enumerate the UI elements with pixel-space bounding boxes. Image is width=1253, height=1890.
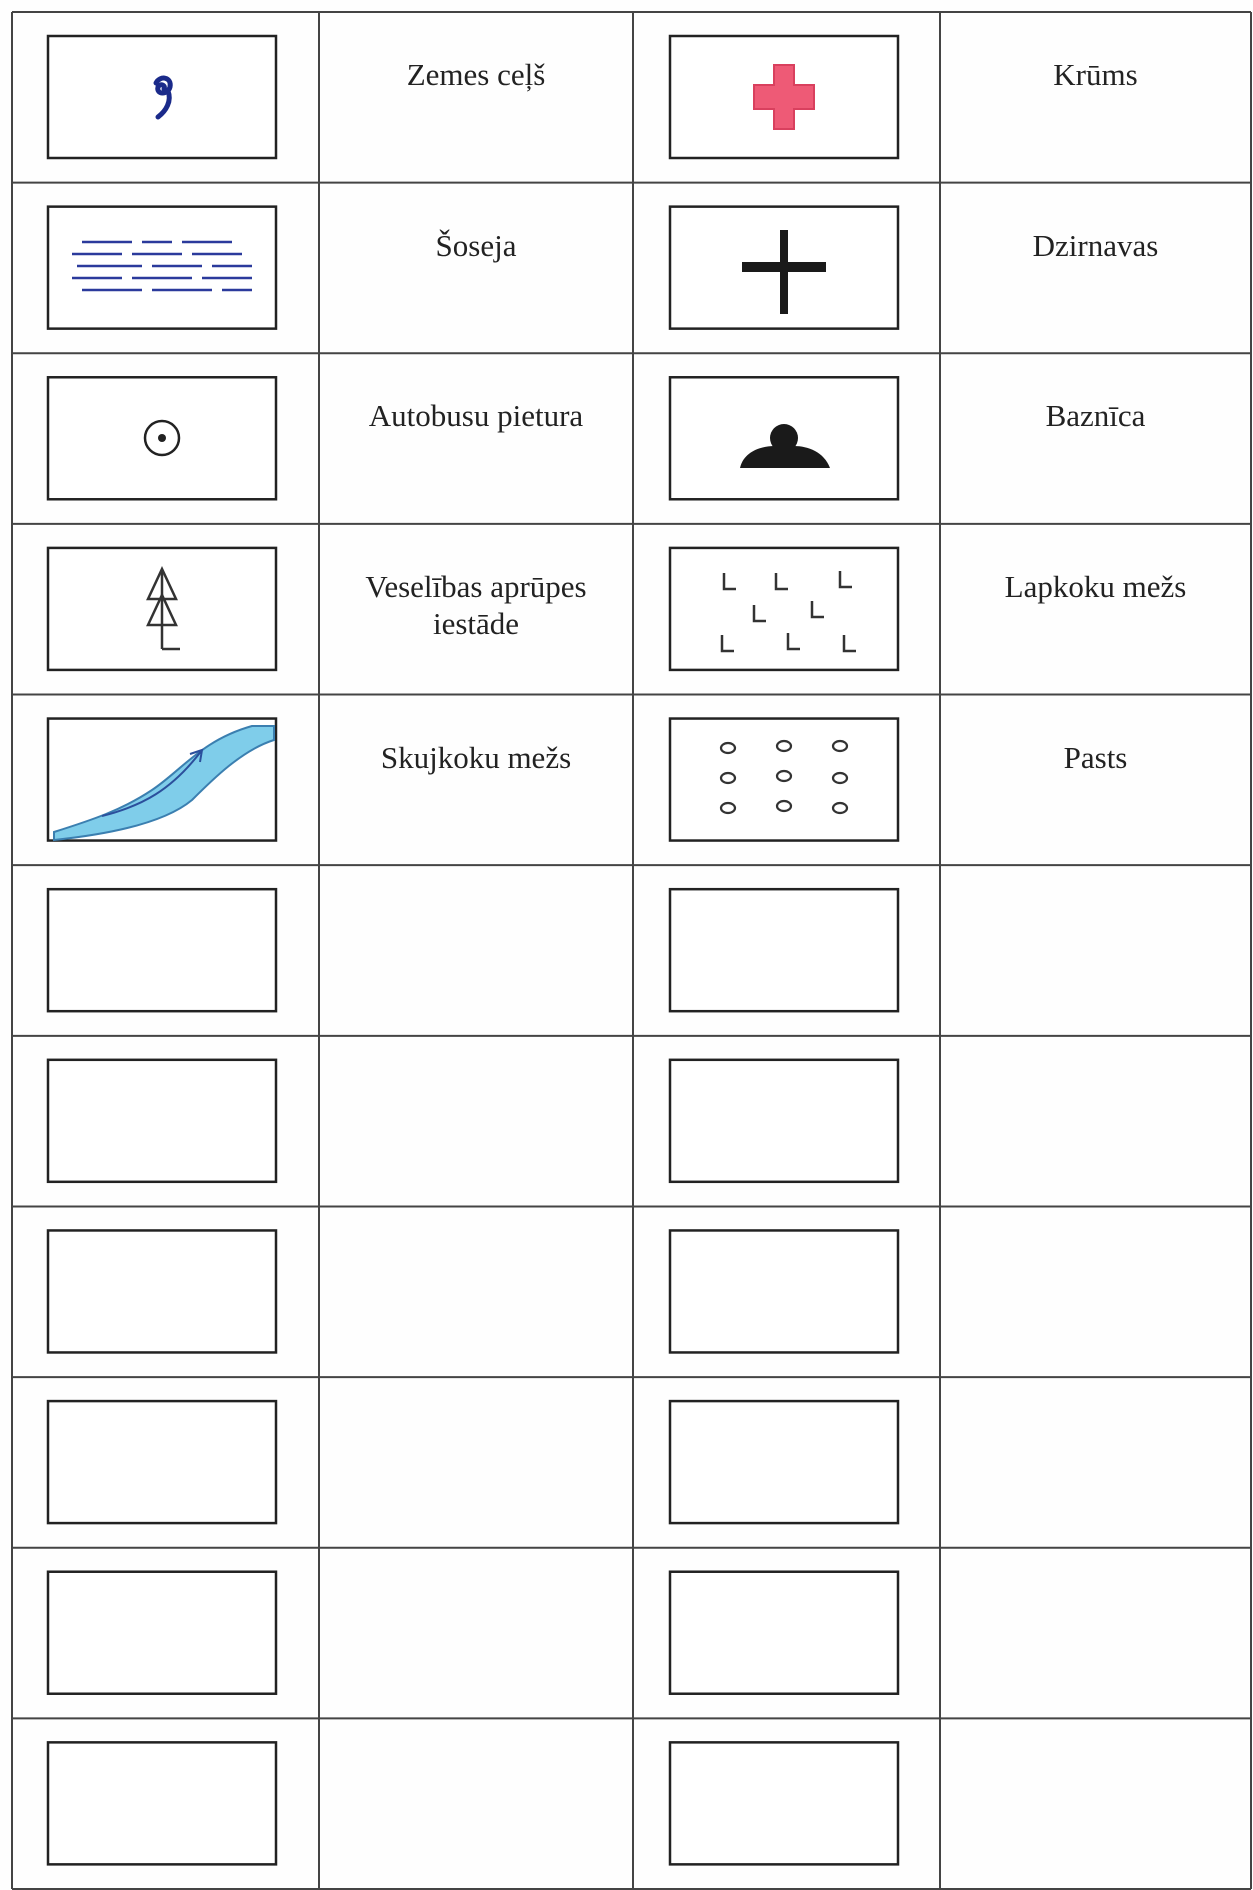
symbol-box — [668, 546, 900, 672]
symbol-river — [53, 725, 275, 842]
symbol-red-cross — [753, 64, 815, 130]
legend-label: Baznīca — [1045, 398, 1146, 434]
legend-label: Skujkoku mežs — [380, 739, 572, 775]
symbol-box — [668, 1399, 900, 1525]
symbol-box — [668, 887, 900, 1013]
legend-label: Lapkoku mežs — [1004, 568, 1187, 604]
symbol-lines — [72, 240, 252, 292]
legend-label: Krūms — [1053, 57, 1138, 92]
symbol-box — [46, 205, 278, 330]
symbol-box — [46, 1399, 278, 1525]
symbol-bus-stop — [143, 419, 181, 457]
symbol-box — [668, 1058, 900, 1184]
symbol-box — [668, 1229, 900, 1354]
symbol-box — [46, 1058, 278, 1184]
symbol-box — [46, 1741, 278, 1866]
symbol-box — [668, 1741, 900, 1866]
symbol-church — [740, 424, 830, 468]
symbol-box — [46, 1570, 278, 1695]
legend-label: Zemes ceļš — [406, 57, 546, 92]
symbol-deciduous — [720, 571, 856, 653]
legend-label: Veselības aprūpes iestāde — [365, 568, 587, 642]
symbol-windmill — [742, 230, 826, 314]
symbol-circles — [719, 739, 849, 815]
legend-label: Dzirnavas — [1032, 227, 1159, 263]
legend-label: Autobusu pietura — [368, 398, 584, 434]
symbol-box — [46, 1229, 278, 1354]
symbol-box — [46, 34, 278, 160]
legend-label: Pasts — [1063, 739, 1128, 775]
symbol-squiggle — [153, 75, 173, 120]
symbol-tree — [146, 566, 180, 651]
symbol-box — [668, 717, 900, 842]
symbol-box — [668, 1570, 900, 1695]
legend-label: Šoseja — [435, 227, 517, 263]
symbol-box — [46, 887, 278, 1013]
